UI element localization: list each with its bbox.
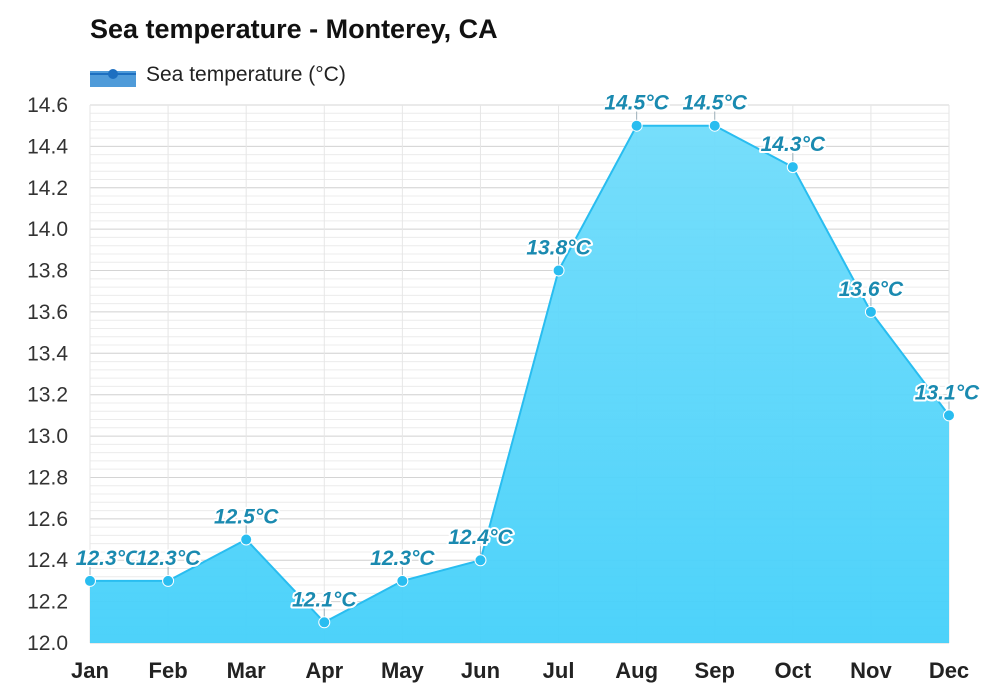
data-point [864, 305, 877, 318]
x-tick-label: May [381, 658, 425, 683]
x-tick-label: Mar [227, 658, 267, 683]
x-tick-label: Aug [615, 658, 658, 683]
data-label-layer: 12.3°C12.3°C12.5°C12.1°C12.3°C12.4°C13.8… [74, 90, 982, 617]
data-label: 13.8°C [526, 237, 591, 260]
chart-title: Sea temperature - Monterey, CA [90, 14, 498, 44]
data-label: 14.5°C [604, 92, 669, 115]
data-point [552, 264, 565, 277]
x-tick-label: Feb [149, 658, 188, 683]
data-point [630, 119, 643, 132]
x-tick-label: Nov [850, 658, 892, 683]
y-tick-label: 12.6 [27, 508, 68, 531]
series-line [90, 124, 950, 624]
x-tick-label: Jun [461, 658, 500, 683]
y-tick-label: 12.8 [27, 466, 68, 489]
x-tick-label: Dec [929, 658, 969, 683]
data-label: 12.3°C [76, 547, 141, 570]
area-layer [90, 125, 949, 643]
y-tick-label: 14.4 [27, 135, 68, 158]
data-label: 12.1°C [292, 588, 357, 611]
y-tick-label: 13.6 [27, 301, 68, 324]
data-label: 12.3°C [136, 547, 201, 570]
point-layer [84, 119, 955, 629]
y-tick-label: 12.0 [27, 632, 68, 655]
data-label: 12.3°C [370, 547, 435, 570]
data-point [708, 119, 721, 132]
x-tick-label: Oct [774, 658, 811, 683]
data-point [786, 161, 799, 174]
legend-swatch-icon [90, 69, 136, 87]
data-point [474, 554, 487, 567]
x-axis: Jan Feb Mar Apr May Jun Jul Aug Sep Oct Nov Dec [71, 658, 969, 683]
data-point [318, 616, 331, 629]
y-tick-label: 13.4 [27, 342, 68, 365]
y-tick-label: 13.0 [27, 425, 68, 448]
legend-label: Sea temperature (°C) [146, 63, 346, 86]
data-point [240, 533, 253, 546]
y-tick-label: 14.2 [27, 177, 68, 200]
y-tick-label: 14.6 [27, 94, 68, 117]
x-tick-label: Apr [305, 658, 343, 683]
y-tick-label: 12.2 [27, 591, 68, 614]
y-tick-label: 12.4 [27, 549, 68, 572]
line-layer [90, 124, 950, 624]
data-point [162, 574, 175, 587]
data-point [396, 574, 409, 587]
data-label: 12.5°C [214, 506, 279, 529]
y-tick-label: 13.2 [27, 384, 68, 407]
x-tick-label: Sep [695, 658, 735, 683]
x-tick-label: Jul [543, 658, 575, 683]
data-label: 14.3°C [761, 133, 826, 156]
y-tick-label: 13.8 [27, 260, 68, 283]
data-label: 13.1°C [915, 381, 980, 404]
data-label: 12.4°C [448, 526, 513, 549]
y-tick-label: 14.0 [27, 218, 68, 241]
data-point [84, 574, 96, 587]
data-label: 14.5°C [683, 92, 748, 115]
data-label: 13.6°C [839, 278, 904, 301]
y-axis: 12.0 12.2 12.4 12.6 12.8 13.0 13.2 13.4 13.6 13.8… [27, 94, 68, 655]
series-area [90, 125, 949, 643]
data-point [943, 409, 955, 422]
legend: Sea temperature (°C) [90, 60, 346, 90]
x-tick-label: Jan [71, 658, 109, 683]
